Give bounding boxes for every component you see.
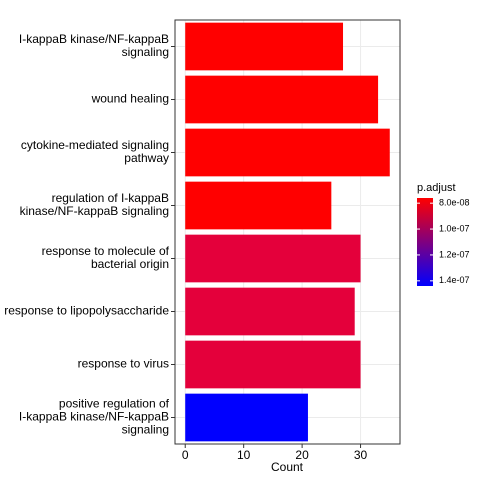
bar	[185, 75, 379, 124]
x-tick-label: 30	[354, 448, 368, 462]
x-tick-label: 0	[182, 448, 189, 462]
colorbar	[417, 198, 433, 286]
bar	[185, 393, 308, 442]
y-tick-label: response to molecule of bacterial origin	[42, 244, 170, 271]
legend-label: 1.2e-07	[439, 249, 470, 259]
bar	[185, 340, 361, 389]
legend-label: 1.0e-07	[439, 223, 470, 233]
bar	[185, 181, 332, 230]
y-tick-label: cytokine-mediated signaling pathway	[21, 138, 169, 165]
y-tick-label: regulation of I-kappaB kinase/NF-kappaB s…	[20, 191, 169, 218]
y-tick-label: positive regulation of I-kappaB kinase/NF…	[19, 397, 170, 437]
x-tick-label: 10	[237, 448, 251, 462]
x-tick-label: 20	[295, 448, 309, 462]
bar	[185, 128, 390, 177]
bar	[185, 22, 344, 71]
panel-border	[174, 19, 401, 445]
bar	[185, 287, 355, 336]
legend-label: 1.4e-07	[439, 275, 470, 285]
y-tick-label: response to lipopolysaccharide	[4, 304, 169, 318]
y-tick-label: I-kappaB kinase/NF-kappaB signaling	[19, 32, 169, 59]
y-tick-label: wound healing	[91, 92, 169, 106]
y-tick-label: response to virus	[78, 357, 169, 371]
legend-label: 8.0e-08	[439, 198, 470, 208]
legend-title: p.adjust	[417, 182, 456, 194]
x-axis-label: Count	[271, 460, 304, 474]
bar	[185, 234, 361, 283]
